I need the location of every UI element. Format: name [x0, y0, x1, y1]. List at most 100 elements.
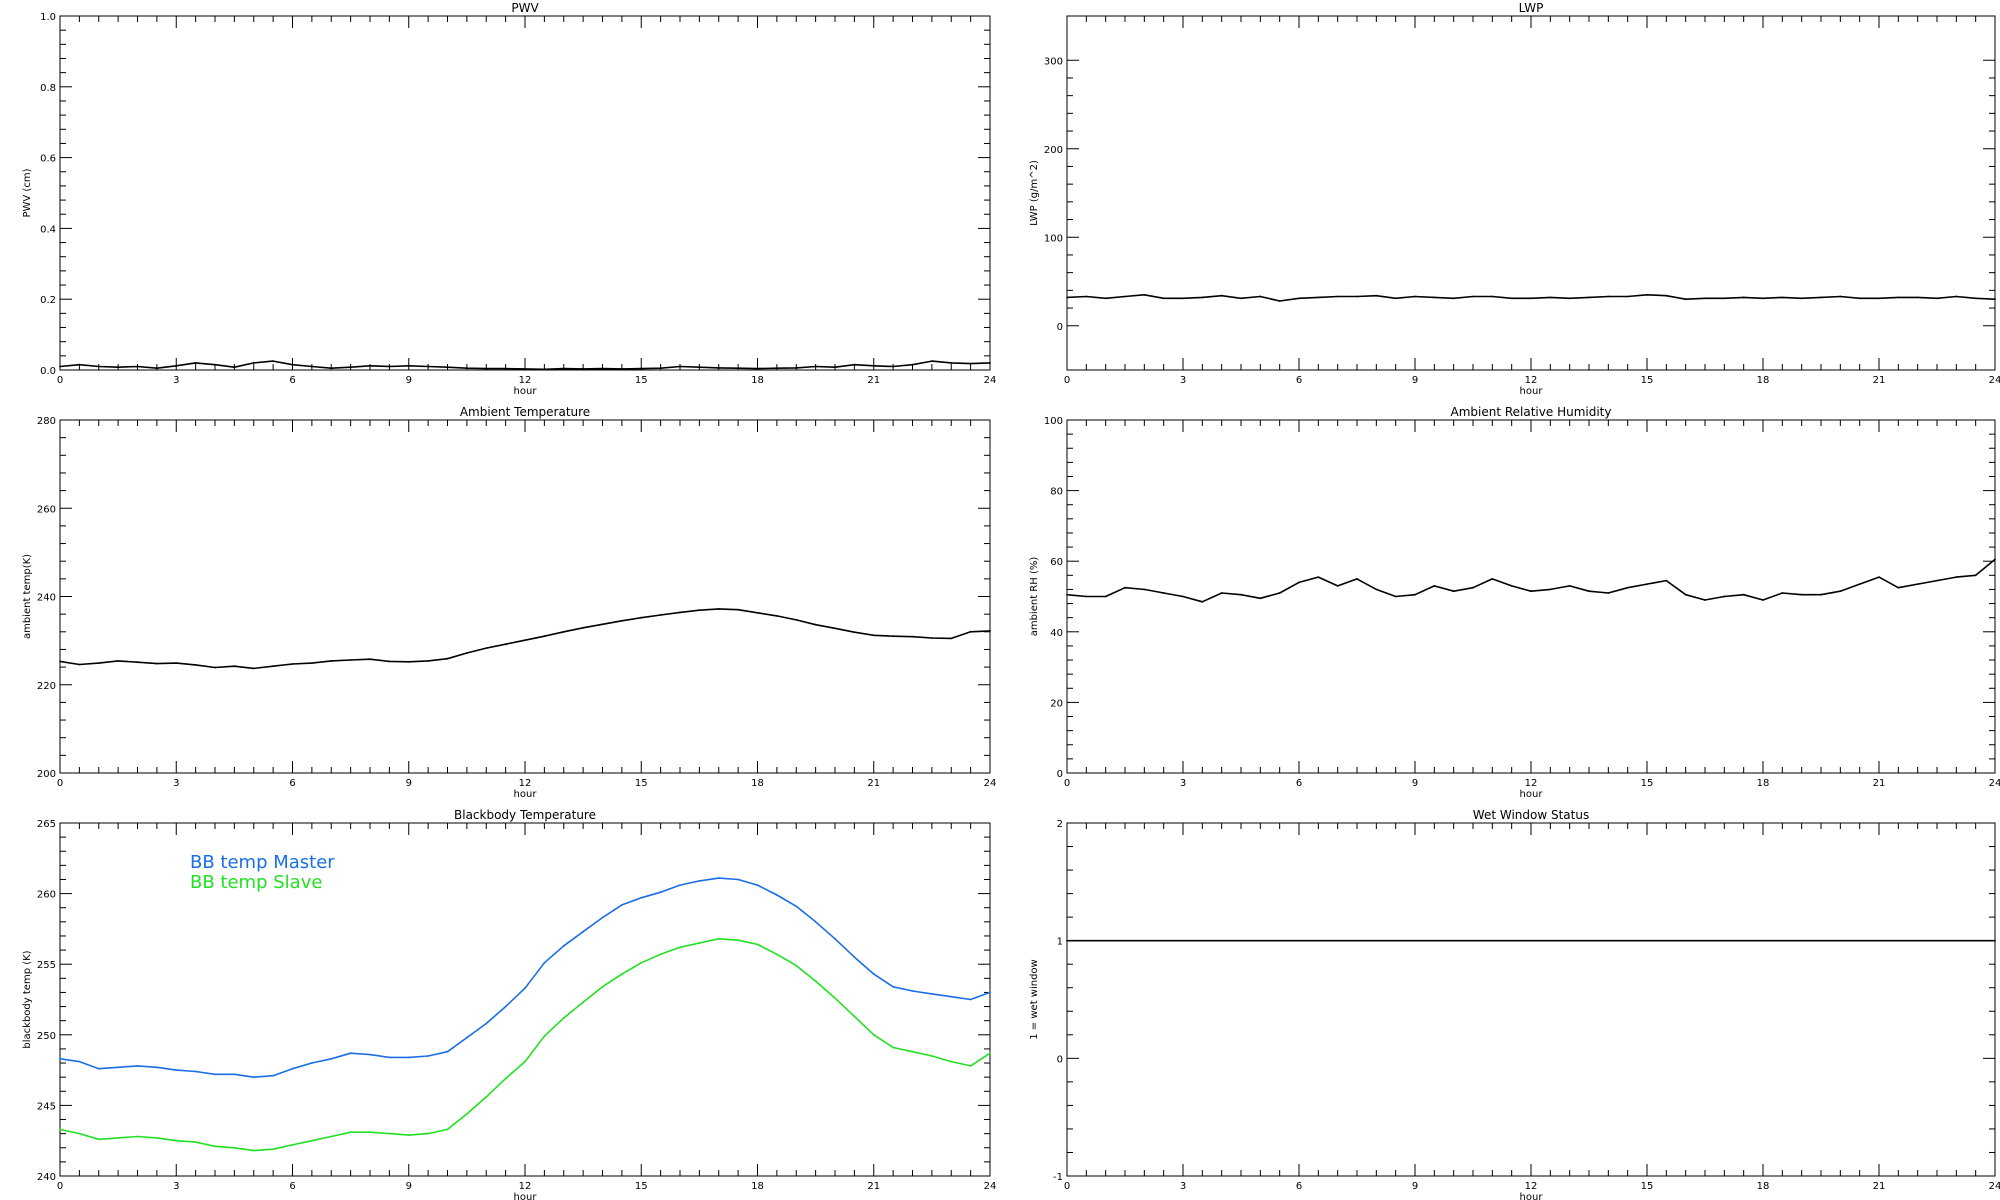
lwp-series-0-point: [1800, 297, 1803, 300]
ambient-temperature-xtick-label: 24: [984, 778, 997, 789]
pwv-series-0-point: [698, 366, 701, 369]
ambient-relative-humidity-series-0-point: [1820, 593, 1822, 596]
ambient-relative-humidity-series-0-point: [1278, 592, 1281, 594]
wet-window-status-ytick-label: 2: [1057, 819, 1063, 830]
ambient-relative-humidity-series-0-point: [1510, 585, 1513, 587]
lwp-ytick-label: 200: [1044, 145, 1063, 156]
ambient-relative-humidity-panel: Ambient Relative Humidity 0 3 6 9 12 15 18 21 24 0…: [1029, 405, 2000, 800]
ambient-relative-humidity-series-0-point: [1066, 593, 1068, 596]
blackbody-temperature-series-bb-temp-master-point: [756, 884, 759, 886]
pwv-xtick-label: 3: [173, 375, 179, 386]
pwv-series-0-point: [834, 366, 836, 369]
ambient-temperature-series-0-point: [582, 626, 584, 629]
lwp-xtick-label: 0: [1064, 375, 1070, 386]
blackbody-temperature-series-bb-temp-slave-point: [97, 1138, 100, 1141]
pwv-series-0-point: [156, 367, 158, 370]
blackbody-temperature-series-bb-temp-slave-point: [466, 1113, 468, 1115]
ambient-relative-humidity-xtick-label: 6: [1296, 778, 1302, 789]
pwv-series-0-point: [543, 368, 546, 371]
ambient-relative-humidity-series-0-point: [1684, 593, 1687, 596]
pwv-series-0-point: [524, 368, 526, 370]
ambient-temperature-ytick-label: 220: [37, 681, 56, 692]
ambient-temperature-series-0-point: [388, 660, 391, 663]
ambient-relative-humidity-series-0-point: [1974, 574, 1977, 577]
ambient-temperature-series-0-point: [59, 660, 61, 663]
blackbody-temperature-series-bb-temp-slave-point: [427, 1132, 429, 1135]
pwv-series-0-point: [814, 365, 817, 368]
blackbody-temperature-series-bb-temp-slave-point: [659, 953, 662, 956]
ambient-temperature-series-0-point: [136, 661, 139, 664]
pwv-ytick-label: 1.0: [40, 12, 56, 23]
ambient-relative-humidity-series-0-point: [1085, 595, 1088, 598]
lwp-xtick-label: 9: [1412, 375, 1418, 386]
blackbody-temperature-series-bb-temp-slave-point: [776, 953, 778, 956]
ambient-relative-humidity-series-0-point: [1800, 593, 1803, 596]
lwp-series-0-point: [1278, 300, 1281, 302]
blackbody-temperature-series-bb-temp-slave-point: [78, 1132, 81, 1135]
ambient-relative-humidity-title: Ambient Relative Humidity: [1451, 405, 1612, 419]
ambient-temperature-series-0-point: [756, 611, 759, 614]
blackbody-temperature-series-bb-temp-master-point: [349, 1052, 352, 1055]
lwp-series-0-point: [1472, 295, 1474, 298]
pwv-xtick-label: 9: [406, 375, 412, 386]
blackbody-temperature-series-bb-temp-master-point: [117, 1066, 119, 1069]
ambient-temperature-series-0-point: [834, 627, 836, 630]
ambient-temperature-series-0-point: [640, 616, 643, 619]
wet-window-status-ylabel: 1 = wet window: [1029, 959, 1040, 1039]
ambient-temperature-series-0-point: [872, 634, 875, 637]
ambient-relative-humidity-series-0-point: [1104, 595, 1107, 598]
blackbody-temperature-xtick-label: 9: [406, 1181, 412, 1192]
pwv-series-0-point: [621, 368, 623, 370]
lwp-series-0-point: [1452, 297, 1455, 300]
ambient-temperature-series-0-point: [407, 660, 410, 663]
blackbody-temperature-series-bb-temp-master-point: [175, 1069, 178, 1071]
lwp-xtick-label: 6: [1296, 375, 1302, 386]
pwv-series-0-point: [388, 365, 391, 368]
blackbody-temperature-series-bb-temp-master-point: [194, 1070, 197, 1073]
ambient-temperature-xtick-label: 18: [751, 778, 764, 789]
pwv-series-0-point: [679, 365, 681, 368]
ambient-temperature-panel: Ambient Temperature 0 3 6 9 12 15 18 21 24 200 220 2…: [22, 405, 996, 800]
ambient-relative-humidity-xtick-label: 9: [1412, 778, 1418, 789]
blackbody-temperature-series-bb-temp-slave-point: [156, 1137, 158, 1139]
blackbody-temperature-series-bb-temp-slave-point: [679, 946, 681, 949]
lwp-series-0-point: [1646, 293, 1648, 296]
wet-window-status-xtick-label: 18: [1757, 1181, 1770, 1192]
blackbody-temperature-title: Blackbody Temperature: [454, 808, 596, 822]
ambient-relative-humidity-series-0-point: [1588, 590, 1590, 593]
lwp-xtick-label: 12: [1525, 375, 1538, 386]
blackbody-temperature-series-bb-temp-slave-point: [504, 1077, 507, 1080]
lwp-series-0-point: [1858, 297, 1861, 300]
ambient-relative-humidity-series-0-point: [1723, 595, 1726, 598]
blackbody-temperature-xtick-label: 24: [984, 1181, 997, 1192]
blackbody-temperature-series-bb-temp-slave-point: [911, 1050, 914, 1053]
pwv-series-0-point: [252, 362, 255, 364]
blackbody-temperature-series-bb-temp-master-point: [136, 1065, 139, 1067]
ambient-relative-humidity-series-0-point: [1994, 558, 1996, 561]
lwp-series-0-point: [1665, 294, 1668, 297]
ambient-relative-humidity-xtick-label: 12: [1525, 778, 1538, 789]
blackbody-temperature-xtick-label: 21: [867, 1181, 880, 1192]
blackbody-temperature-series-bb-temp-slave-point: [640, 961, 643, 964]
ambient-relative-humidity-series-0-point: [1240, 593, 1242, 596]
ambient-relative-humidity-xtick-label: 18: [1757, 778, 1770, 789]
blackbody-temperature-series-bb-temp-master-point: [621, 904, 623, 906]
lwp-series-0-point: [1684, 298, 1687, 301]
blackbody-temperature-series-bb-temp-slave-point: [853, 1015, 856, 1018]
wet-window-status-xlabel: hour: [1520, 1192, 1544, 1200]
ambient-relative-humidity-xtick-label: 0: [1064, 778, 1070, 789]
wet-window-status-xtick-label: 3: [1180, 1181, 1186, 1192]
ambient-relative-humidity-series-0-point: [1298, 581, 1300, 584]
blackbody-temperature-series-bb-temp-master-point: [969, 998, 972, 1001]
blackbody-temperature-series-bb-temp-master-point: [776, 894, 778, 896]
ambient-temperature-series-0-point: [601, 623, 604, 626]
ambient-temperature-series-0-point: [97, 662, 100, 664]
ambient-relative-humidity-series-0-point: [1646, 583, 1648, 585]
ambient-temperature-series-0-point: [659, 614, 662, 616]
lwp-series-0-point: [1085, 295, 1088, 298]
pwv-series-0-point: [214, 363, 216, 366]
ambient-temperature-ylabel: ambient temp(K): [22, 554, 33, 639]
pwv-series-0-point: [175, 364, 178, 367]
wet-window-status-xtick-label: 9: [1412, 1181, 1418, 1192]
